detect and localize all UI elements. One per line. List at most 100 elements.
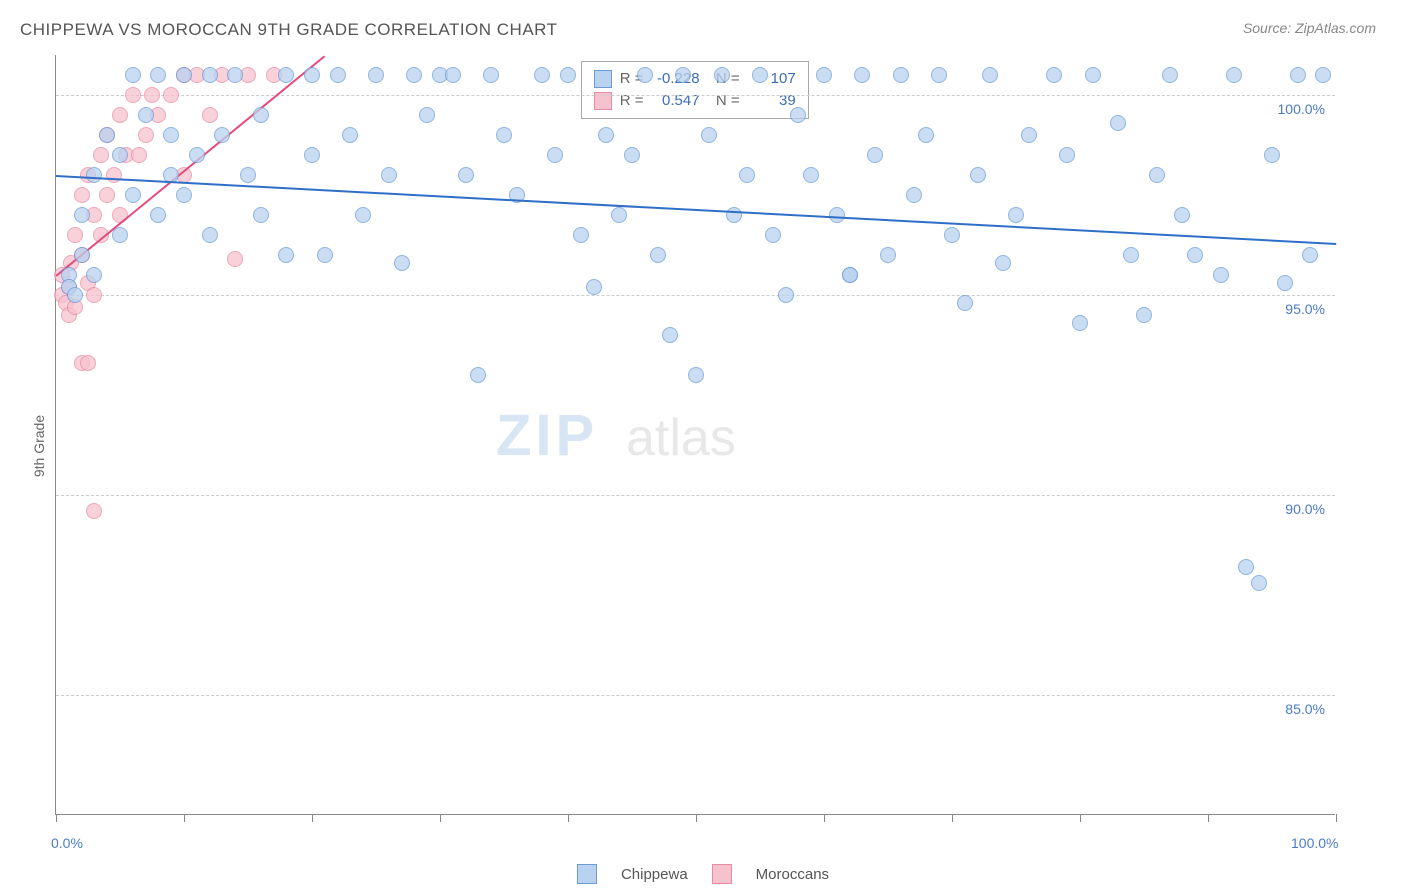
x-tick-label: 100.0% [1291, 835, 1338, 851]
scatter-point-chippewa [163, 127, 179, 143]
x-tick [568, 814, 569, 822]
scatter-point-chippewa [1162, 67, 1178, 83]
scatter-point-chippewa [240, 167, 256, 183]
scatter-point-chippewa [253, 207, 269, 223]
x-tick [184, 814, 185, 822]
scatter-point-moroccans [138, 127, 154, 143]
scatter-point-chippewa [445, 67, 461, 83]
scatter-point-moroccans [86, 287, 102, 303]
scatter-point-moroccans [144, 87, 160, 103]
scatter-point-chippewa [1072, 315, 1088, 331]
scatter-point-chippewa [419, 107, 435, 123]
scatter-point-chippewa [67, 287, 83, 303]
scatter-point-chippewa [1059, 147, 1075, 163]
scatter-point-chippewa [125, 187, 141, 203]
scatter-point-chippewa [1290, 67, 1306, 83]
legend-label-chippewa: Chippewa [621, 866, 688, 883]
n-label: N = [708, 90, 740, 112]
scatter-point-chippewa [1046, 67, 1062, 83]
scatter-point-chippewa [739, 167, 755, 183]
scatter-point-chippewa [1302, 247, 1318, 263]
x-tick [1080, 814, 1081, 822]
scatter-point-chippewa [214, 127, 230, 143]
watermark-atlas: atlas [626, 409, 736, 467]
scatter-point-chippewa [995, 255, 1011, 271]
scatter-point-chippewa [970, 167, 986, 183]
scatter-point-moroccans [163, 87, 179, 103]
watermark: ZIP atlas [496, 395, 896, 475]
scatter-plot-area: ZIP atlas R = -0.228 N = 107 R = 0.547 N… [55, 55, 1335, 815]
scatter-point-chippewa [829, 207, 845, 223]
scatter-point-chippewa [560, 67, 576, 83]
scatter-point-chippewa [675, 67, 691, 83]
scatter-point-chippewa [803, 167, 819, 183]
scatter-point-chippewa [355, 207, 371, 223]
y-tick-label: 95.0% [1285, 301, 1325, 317]
scatter-point-chippewa [176, 67, 192, 83]
scatter-point-moroccans [112, 107, 128, 123]
scatter-point-chippewa [74, 247, 90, 263]
gridline-h [56, 695, 1335, 696]
scatter-point-chippewa [765, 227, 781, 243]
scatter-point-chippewa [1213, 267, 1229, 283]
scatter-point-moroccans [86, 503, 102, 519]
scatter-point-chippewa [918, 127, 934, 143]
scatter-point-chippewa [688, 367, 704, 383]
scatter-point-chippewa [1123, 247, 1139, 263]
scatter-point-chippewa [150, 207, 166, 223]
chart-title: CHIPPEWA VS MOROCCAN 9TH GRADE CORRELATI… [20, 20, 558, 40]
scatter-point-chippewa [253, 107, 269, 123]
scatter-point-moroccans [227, 251, 243, 267]
scatter-point-chippewa [598, 127, 614, 143]
scatter-point-chippewa [483, 67, 499, 83]
scatter-point-chippewa [931, 67, 947, 83]
scatter-point-moroccans [93, 147, 109, 163]
scatter-point-chippewa [1021, 127, 1037, 143]
scatter-point-chippewa [778, 287, 794, 303]
gridline-h [56, 295, 1335, 296]
x-tick [952, 814, 953, 822]
x-tick-label: 0.0% [51, 835, 83, 851]
scatter-point-chippewa [880, 247, 896, 263]
scatter-point-chippewa [1251, 575, 1267, 591]
scatter-point-chippewa [470, 367, 486, 383]
scatter-point-chippewa [381, 167, 397, 183]
scatter-point-chippewa [611, 207, 627, 223]
scatter-point-chippewa [394, 255, 410, 271]
scatter-point-chippewa [726, 207, 742, 223]
scatter-point-chippewa [1315, 67, 1331, 83]
watermark-zip: ZIP [496, 403, 598, 468]
scatter-point-chippewa [906, 187, 922, 203]
scatter-point-chippewa [1149, 167, 1165, 183]
scatter-point-moroccans [99, 187, 115, 203]
scatter-point-chippewa [138, 107, 154, 123]
scatter-point-chippewa [1238, 559, 1254, 575]
x-tick [312, 814, 313, 822]
scatter-point-chippewa [278, 247, 294, 263]
scatter-point-chippewa [714, 67, 730, 83]
scatter-point-chippewa [74, 207, 90, 223]
x-tick [56, 814, 57, 822]
scatter-point-chippewa [573, 227, 589, 243]
scatter-point-chippewa [1264, 147, 1280, 163]
scatter-point-chippewa [368, 67, 384, 83]
stats-row-moroccans: R = 0.547 N = 39 [594, 90, 796, 112]
source-attribution: Source: ZipAtlas.com [1243, 20, 1376, 36]
x-tick [1208, 814, 1209, 822]
y-tick-label: 100.0% [1278, 101, 1325, 117]
gridline-h [56, 495, 1335, 496]
scatter-point-chippewa [150, 67, 166, 83]
scatter-point-chippewa [202, 67, 218, 83]
scatter-point-chippewa [112, 227, 128, 243]
scatter-point-chippewa [957, 295, 973, 311]
scatter-point-chippewa [176, 187, 192, 203]
scatter-point-chippewa [317, 247, 333, 263]
r-label: R = [620, 90, 644, 112]
scatter-point-chippewa [86, 267, 102, 283]
scatter-point-chippewa [842, 267, 858, 283]
scatter-point-chippewa [586, 279, 602, 295]
scatter-point-chippewa [944, 227, 960, 243]
scatter-point-chippewa [893, 67, 909, 83]
scatter-point-chippewa [99, 127, 115, 143]
scatter-point-chippewa [650, 247, 666, 263]
